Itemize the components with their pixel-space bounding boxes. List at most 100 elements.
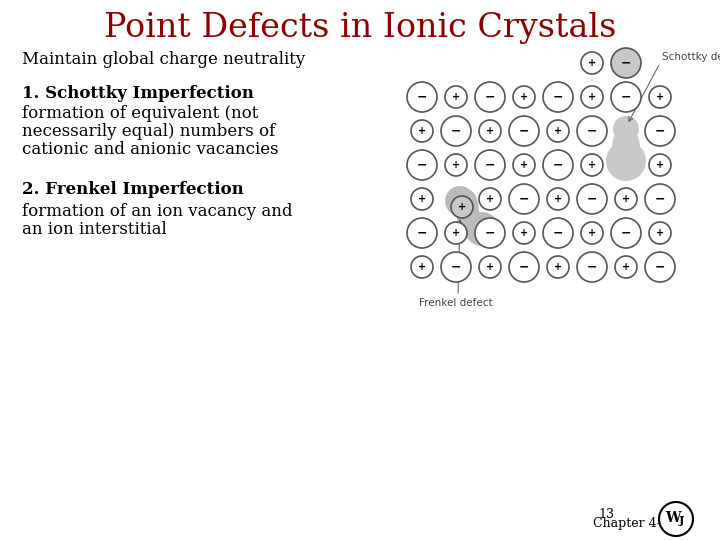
Circle shape <box>475 218 505 248</box>
Text: −: − <box>587 260 598 273</box>
Circle shape <box>445 222 467 244</box>
Text: −: − <box>587 125 598 138</box>
Text: Schottky defect: Schottky defect <box>662 52 720 62</box>
Text: +: + <box>458 202 466 212</box>
Circle shape <box>581 222 603 244</box>
Circle shape <box>509 116 539 146</box>
Text: +: + <box>520 92 528 102</box>
Text: −: − <box>485 226 495 240</box>
Circle shape <box>407 150 437 180</box>
Circle shape <box>645 252 675 282</box>
Text: −: − <box>621 91 631 104</box>
Circle shape <box>479 188 501 210</box>
Circle shape <box>411 188 433 210</box>
Text: −: − <box>553 159 563 172</box>
Text: an ion interstitial: an ion interstitial <box>22 220 167 238</box>
Circle shape <box>441 116 471 146</box>
Circle shape <box>543 150 573 180</box>
Circle shape <box>649 222 671 244</box>
Text: −: − <box>518 260 529 273</box>
Circle shape <box>451 196 473 218</box>
Text: +: + <box>554 262 562 272</box>
Text: 13: 13 <box>598 508 614 521</box>
Text: −: − <box>451 125 462 138</box>
Text: −: − <box>553 226 563 240</box>
Text: +: + <box>656 160 664 170</box>
Circle shape <box>577 252 607 282</box>
Text: +: + <box>418 194 426 204</box>
Ellipse shape <box>456 190 480 239</box>
Circle shape <box>479 120 501 142</box>
Circle shape <box>581 154 603 176</box>
Text: −: − <box>451 260 462 273</box>
Text: −: − <box>485 91 495 104</box>
Text: −: − <box>485 159 495 172</box>
Circle shape <box>407 218 437 248</box>
Text: −: − <box>417 91 427 104</box>
Text: +: + <box>656 92 664 102</box>
Circle shape <box>445 86 467 108</box>
Text: Frenkel defect: Frenkel defect <box>419 298 492 308</box>
Text: +: + <box>554 126 562 136</box>
Text: Point Defects in Ionic Crystals: Point Defects in Ionic Crystals <box>104 12 616 44</box>
Circle shape <box>547 256 569 278</box>
Circle shape <box>615 188 637 210</box>
Text: Maintain global charge neutrality: Maintain global charge neutrality <box>22 51 305 69</box>
Circle shape <box>445 154 467 176</box>
Text: +: + <box>622 262 630 272</box>
Text: formation of equivalent (not: formation of equivalent (not <box>22 105 258 123</box>
Text: necessarily equal) numbers of: necessarily equal) numbers of <box>22 124 275 140</box>
Text: +: + <box>656 228 664 238</box>
Text: W: W <box>665 511 681 525</box>
Circle shape <box>577 116 607 146</box>
Circle shape <box>475 82 505 112</box>
Circle shape <box>577 184 607 214</box>
Circle shape <box>441 252 471 282</box>
Circle shape <box>509 252 539 282</box>
Circle shape <box>645 116 675 146</box>
Text: +: + <box>588 58 596 68</box>
Text: +: + <box>452 228 460 238</box>
Circle shape <box>513 222 535 244</box>
Circle shape <box>513 86 535 108</box>
Circle shape <box>581 86 603 108</box>
Text: −: − <box>553 91 563 104</box>
Circle shape <box>465 212 499 246</box>
Text: +: + <box>486 262 494 272</box>
Text: −: − <box>654 260 665 273</box>
Text: +: + <box>588 160 596 170</box>
Circle shape <box>649 86 671 108</box>
Text: +: + <box>554 194 562 204</box>
Circle shape <box>543 82 573 112</box>
Circle shape <box>615 256 637 278</box>
Circle shape <box>411 120 433 142</box>
Circle shape <box>581 52 603 74</box>
Circle shape <box>407 82 437 112</box>
Text: −: − <box>417 159 427 172</box>
Text: +: + <box>452 160 460 170</box>
Text: +: + <box>520 160 528 170</box>
Text: −: − <box>417 226 427 240</box>
Circle shape <box>543 218 573 248</box>
Text: J: J <box>678 516 684 526</box>
Text: −: − <box>518 192 529 206</box>
Circle shape <box>645 184 675 214</box>
Text: −: − <box>654 192 665 206</box>
Text: −: − <box>621 57 631 70</box>
Circle shape <box>547 188 569 210</box>
Text: −: − <box>621 226 631 240</box>
Text: +: + <box>486 194 494 204</box>
Circle shape <box>611 218 641 248</box>
Text: +: + <box>418 126 426 136</box>
Text: +: + <box>452 92 460 102</box>
Text: −: − <box>518 125 529 138</box>
Circle shape <box>479 256 501 278</box>
Text: +: + <box>622 194 630 204</box>
Text: +: + <box>418 262 426 272</box>
Text: +: + <box>520 228 528 238</box>
Circle shape <box>445 186 475 216</box>
Text: −: − <box>654 125 665 138</box>
Circle shape <box>613 116 639 142</box>
Circle shape <box>611 48 641 78</box>
Text: cationic and anionic vacancies: cationic and anionic vacancies <box>22 141 279 159</box>
